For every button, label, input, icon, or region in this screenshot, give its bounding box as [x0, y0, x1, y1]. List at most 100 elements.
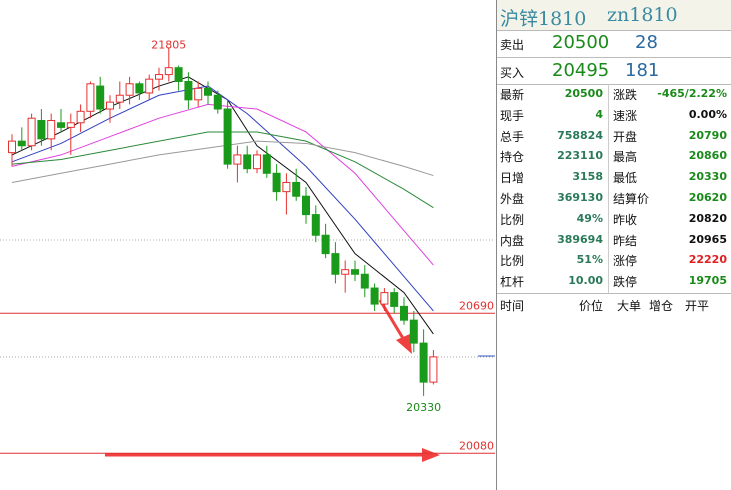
quote-label: 跌停 [613, 275, 638, 290]
candle-body [311, 214, 320, 236]
quote-value: -465/2.22% [657, 87, 727, 100]
ask-price: 20500 [552, 32, 610, 53]
candle-body [106, 101, 114, 110]
candle-body [302, 195, 310, 216]
quote-value: 3158 [572, 170, 603, 184]
candle-body [223, 108, 232, 165]
quote-label: 总手 [500, 129, 525, 144]
candle-body [47, 119, 56, 140]
candle-body [204, 87, 212, 96]
candle-body [8, 140, 16, 154]
column-header: 增仓 [649, 299, 674, 313]
candle-body [194, 87, 203, 101]
quote-value: 51% [576, 253, 603, 267]
candle-body [125, 83, 134, 96]
quote-label: 涨停 [613, 254, 638, 269]
column-header: 价位 [579, 299, 604, 313]
candle-body [17, 140, 26, 147]
level-label: 20080 [459, 439, 494, 452]
quote-label: 日增 [500, 171, 525, 186]
candle-body [360, 273, 369, 289]
candle-body [292, 181, 301, 197]
title-bar [497, 0, 731, 31]
quote-label: 比例 [500, 254, 525, 269]
candle-body [184, 80, 193, 101]
quote-label: 现手 [500, 108, 525, 123]
candle-body [390, 292, 399, 307]
quote-value: 389694 [557, 232, 603, 246]
quote-value: 22220 [688, 253, 727, 267]
quote-label: 外盘 [500, 192, 525, 206]
quote-label: 杠杆 [500, 275, 525, 290]
candle-body [155, 74, 163, 80]
bid-volume: 181 [625, 60, 660, 81]
moving-average [11, 131, 434, 209]
candle-body [174, 67, 183, 82]
quote-label: 开盘 [613, 129, 638, 144]
quote-value: 369130 [557, 191, 603, 204]
candle-body [272, 172, 281, 193]
quote-value: 20860 [688, 149, 727, 163]
quote-value: 0.00% [688, 107, 727, 121]
quote-label: 持仓 [500, 150, 525, 165]
quote-value: 4 [595, 107, 603, 121]
candle-body [253, 154, 261, 170]
column-header: 大单 [617, 299, 642, 313]
quote-value: 19705 [688, 274, 727, 288]
quote-value: 20790 [688, 128, 727, 142]
candle-body [321, 234, 330, 255]
candle-body [66, 122, 75, 128]
separator [497, 84, 731, 85]
candle-body [145, 78, 154, 94]
separator [497, 57, 731, 58]
instrument-name: 沪锌1810 [500, 8, 587, 30]
quote-label: 昨收 [613, 212, 638, 227]
candle-body [57, 122, 65, 128]
quote-label: 内盘 [500, 233, 525, 248]
column-header: 时间 [500, 299, 525, 313]
quote-label: 比例 [500, 212, 525, 227]
quote-value: 20330 [688, 170, 727, 184]
candle-body [27, 117, 36, 147]
moving-average [11, 140, 434, 183]
candle-body [76, 110, 85, 124]
candle-body [135, 83, 144, 94]
column-header: 开平 [685, 299, 710, 313]
ask-volume: 28 [635, 32, 658, 53]
candle-body [262, 154, 271, 174]
annotation-arrow [105, 299, 440, 462]
chart: 20690 20080 21805 20330 [0, 38, 495, 462]
level-label: 20690 [459, 299, 494, 312]
quote-value: 10.00 [568, 274, 603, 288]
instrument-code: zn1810 [607, 4, 678, 26]
quote-label: 最低 [613, 171, 638, 186]
separator [497, 293, 731, 294]
quote-label: 昨结 [613, 233, 638, 248]
quote-label: 速涨 [613, 108, 638, 123]
candle-body [400, 305, 408, 321]
bid-price: 20495 [552, 60, 610, 81]
candle-body [429, 356, 438, 383]
candle-body [331, 253, 340, 275]
moving-average [11, 103, 434, 266]
candle-body [164, 67, 173, 76]
quote-value: 49% [576, 211, 603, 225]
candle-body [233, 154, 242, 165]
quote-value: 20620 [688, 191, 727, 204]
candle-body [213, 94, 222, 110]
candle-body [409, 319, 418, 344]
candle-body [37, 119, 46, 140]
candle-body [115, 94, 124, 103]
quote-value: 20965 [688, 232, 727, 246]
candle-body [96, 85, 105, 110]
high-marker-label: 21805 [151, 38, 186, 51]
quote-label: 最新 [500, 88, 525, 102]
candle-body [370, 287, 379, 305]
candle-body [380, 292, 389, 305]
column-divider [608, 84, 609, 293]
low-marker-label: 20330 [406, 401, 441, 414]
bid-label: 买入 [500, 66, 525, 80]
quote-value: 758824 [557, 128, 603, 142]
quote-value: 20500 [564, 87, 603, 100]
